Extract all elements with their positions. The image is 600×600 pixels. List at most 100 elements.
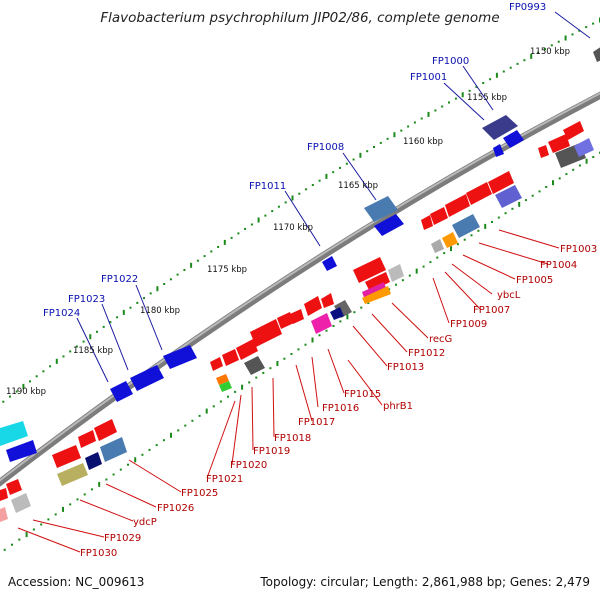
gene-label[interactable]: FP1000 — [432, 56, 469, 67]
gene-red-11 — [304, 296, 322, 316]
gene-label[interactable]: FP1019 — [253, 446, 290, 457]
gene-red-4 — [488, 171, 514, 194]
tick-mark — [454, 97, 457, 100]
tick-mark — [234, 390, 237, 393]
tick-mark — [557, 40, 560, 43]
bottom-leader-lines — [17, 229, 560, 553]
top-leader-lines — [76, 11, 591, 383]
gene-navy-2 — [85, 452, 102, 470]
gene-label[interactable]: FP1004 — [540, 260, 577, 271]
tick-mark — [116, 316, 119, 319]
gene-label[interactable]: FP1009 — [450, 319, 487, 330]
reverse-genes — [0, 121, 594, 522]
gene-fp1011 — [322, 256, 337, 271]
gene-label[interactable]: FP1015 — [344, 389, 381, 400]
gene-label[interactable]: recG — [429, 334, 452, 345]
tick-mark — [325, 329, 328, 332]
gene-fp1024 — [110, 381, 133, 402]
tick-mark — [360, 306, 363, 309]
gene-grey-4 — [244, 356, 265, 375]
tick-mark — [176, 273, 179, 276]
tick-mark — [212, 405, 215, 408]
tick-mark — [156, 286, 159, 292]
tick-mark — [271, 210, 274, 213]
gene-red-8 — [421, 215, 433, 230]
gene-label[interactable]: FP1025 — [181, 488, 218, 499]
tick-mark — [237, 232, 240, 235]
tick-mark — [76, 498, 79, 501]
tick-mark — [456, 243, 459, 246]
tick-label: 1185 kbp — [73, 346, 113, 356]
gene-label[interactable]: FP1020 — [230, 460, 267, 471]
tick-mark — [373, 146, 375, 148]
tick-mark — [291, 195, 294, 201]
gene-label[interactable]: FP1008 — [307, 142, 344, 153]
gene-label[interactable]: phrB1 — [383, 401, 413, 412]
gene-label[interactable]: FP1022 — [101, 274, 138, 285]
tick-mark — [463, 238, 466, 241]
gene-label[interactable]: FP1011 — [249, 181, 286, 192]
gene-label[interactable]: FP1017 — [298, 417, 335, 428]
tick-label: 1175 kbp — [207, 265, 247, 275]
gene-label[interactable]: FP1023 — [68, 294, 105, 305]
tick-mark — [69, 350, 72, 353]
tick-mark — [2, 400, 5, 403]
tick-mark — [413, 121, 416, 124]
gene-label[interactable]: FP1003 — [560, 244, 597, 255]
gene-label[interactable]: FP1012 — [408, 348, 445, 359]
accession-text: Accession: NC_009613 — [8, 575, 145, 589]
gene-label[interactable]: FP1001 — [410, 72, 447, 83]
gene-violet-2 — [495, 185, 522, 208]
gene-label[interactable]: FP1013 — [387, 362, 424, 373]
tick-mark — [572, 168, 575, 171]
gene-label[interactable]: FP1021 — [206, 474, 243, 485]
tick-mark — [475, 85, 478, 88]
tick-mark — [149, 292, 152, 295]
gene-label[interactable]: FP1024 — [43, 308, 80, 319]
gene-label[interactable]: FP1018 — [274, 433, 311, 444]
tick-mark — [585, 26, 588, 29]
gene-label[interactable]: FP1016 — [322, 403, 359, 414]
tick-mark — [75, 345, 78, 348]
gene-label[interactable]: FP1005 — [516, 275, 553, 286]
tick-mark — [386, 137, 389, 140]
gene-label[interactable]: FP1026 — [157, 503, 194, 514]
tick-mark — [18, 538, 21, 541]
tick-mark — [277, 205, 280, 208]
tick-mark — [325, 173, 328, 179]
forward-genes — [0, 47, 600, 462]
gene-red-18 — [210, 357, 223, 371]
tick-mark — [565, 173, 568, 176]
gene-label[interactable]: FP1007 — [473, 305, 510, 316]
tick-mark — [516, 62, 519, 65]
tick-mark — [400, 129, 403, 132]
tick-mark — [35, 375, 38, 378]
tick-mark — [284, 201, 287, 204]
gene-label[interactable]: FP1029 — [104, 533, 141, 544]
tick-label: 1155 kbp — [467, 93, 507, 103]
tick-mark — [415, 268, 418, 274]
tick-mark — [502, 70, 505, 73]
tick-mark — [90, 488, 93, 491]
tick-mark — [62, 355, 65, 358]
gene-olive-1 — [57, 463, 88, 486]
tick-mark — [290, 353, 293, 355]
tick-mark — [407, 125, 410, 128]
tick-mark — [22, 383, 25, 389]
gene-red-13 — [250, 319, 282, 347]
gene-label[interactable]: FP0993 — [509, 2, 546, 13]
tick-mark — [98, 481, 101, 487]
gene-forward-b — [374, 214, 404, 236]
tick-mark — [62, 506, 64, 512]
tick-mark — [25, 532, 28, 538]
tick-mark — [550, 44, 553, 47]
gene-label[interactable]: FP1030 — [80, 548, 117, 559]
tick-mark — [217, 246, 220, 248]
gene-steel-2 — [100, 437, 127, 462]
tick-mark — [210, 250, 213, 253]
tick-mark — [127, 463, 129, 466]
gene-label[interactable]: ydcP — [133, 517, 157, 528]
tick-mark — [524, 199, 527, 202]
gene-label[interactable]: ybcL — [497, 290, 521, 301]
tick-mark — [353, 311, 356, 314]
